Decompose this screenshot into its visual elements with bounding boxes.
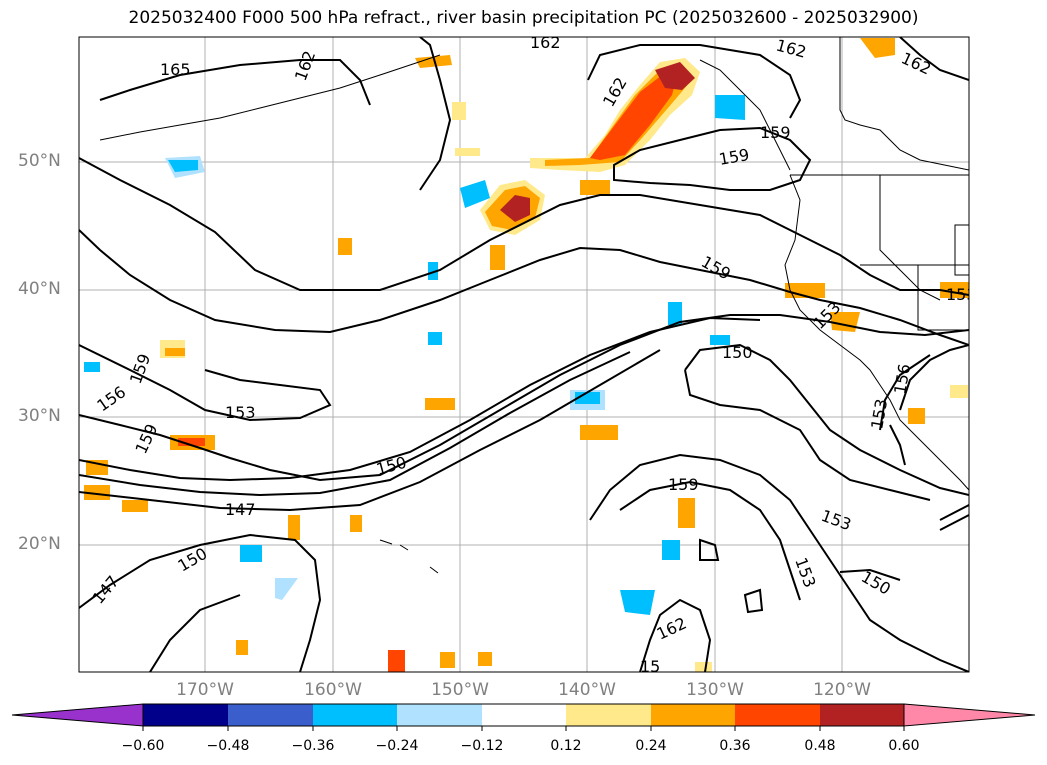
map-plot-area: 165 162 162 162 162 162 159 159 159 159 …: [79, 33, 977, 676]
colorbar-tick-1: −0.48: [206, 738, 250, 754]
precip-negative-anomalies: [84, 95, 745, 615]
colorbar-swatch-1: [143, 704, 228, 726]
lon-label-130w: 130°W: [686, 680, 744, 700]
svg-text:159: 159: [760, 123, 791, 142]
colorbar-swatch-4: [397, 704, 482, 726]
lon-label-120w: 120°W: [813, 680, 871, 700]
colorbar-tick-9: 0.60: [888, 738, 920, 754]
colorbar-swatch-0: [11, 703, 144, 727]
svg-text:150: 150: [722, 343, 753, 362]
lat-label-50n: 50°N: [18, 151, 61, 171]
lat-label-20n: 20°N: [18, 534, 61, 554]
lon-label-150w: 150°W: [431, 680, 489, 700]
colorbar-tick-8: 0.48: [804, 738, 836, 754]
svg-text:159: 159: [668, 475, 699, 494]
svg-text:147: 147: [225, 500, 256, 519]
colorbar-tick-6: 0.24: [635, 738, 667, 754]
colorbar-swatch-3: [313, 704, 397, 726]
svg-text:153: 153: [225, 403, 256, 422]
colorbar-swatch-10: [903, 703, 1036, 727]
colorbar-tick-4: −0.12: [460, 738, 504, 754]
map-title: 2025032400 F000 500 hPa refract., river …: [128, 8, 919, 28]
svg-text:15: 15: [640, 657, 660, 676]
colorbar-swatch-7: [651, 704, 735, 726]
colorbar-swatch-5: [482, 704, 566, 726]
colorbar-tick-5: 0.12: [550, 738, 582, 754]
lon-label-170w: 170°W: [176, 680, 234, 700]
lon-label-160w: 160°W: [304, 680, 362, 700]
svg-text:162: 162: [530, 33, 561, 52]
colorbar-tick-7: 0.36: [719, 738, 751, 754]
colorbar-swatch-6: [566, 704, 651, 726]
colorbar-swatch-9: [820, 704, 904, 726]
lat-label-30n: 30°N: [18, 406, 61, 426]
colorbar-swatch-8: [735, 704, 820, 726]
refractivity-contours: [79, 37, 969, 672]
lon-label-140w: 140°W: [558, 680, 616, 700]
map-gridlines: [79, 37, 969, 672]
colorbar: [11, 703, 1036, 731]
svg-text:153: 153: [946, 285, 977, 304]
lat-label-40n: 40°N: [18, 279, 61, 299]
svg-text:165: 165: [160, 60, 191, 79]
colorbar-tick-2: −0.36: [291, 738, 335, 754]
coastlines: [99, 37, 969, 574]
colorbar-swatch-2: [228, 704, 313, 726]
colorbar-tick-0: −0.60: [121, 738, 165, 754]
map-frame: [78, 36, 970, 673]
colorbar-tick-3: −0.24: [375, 738, 419, 754]
